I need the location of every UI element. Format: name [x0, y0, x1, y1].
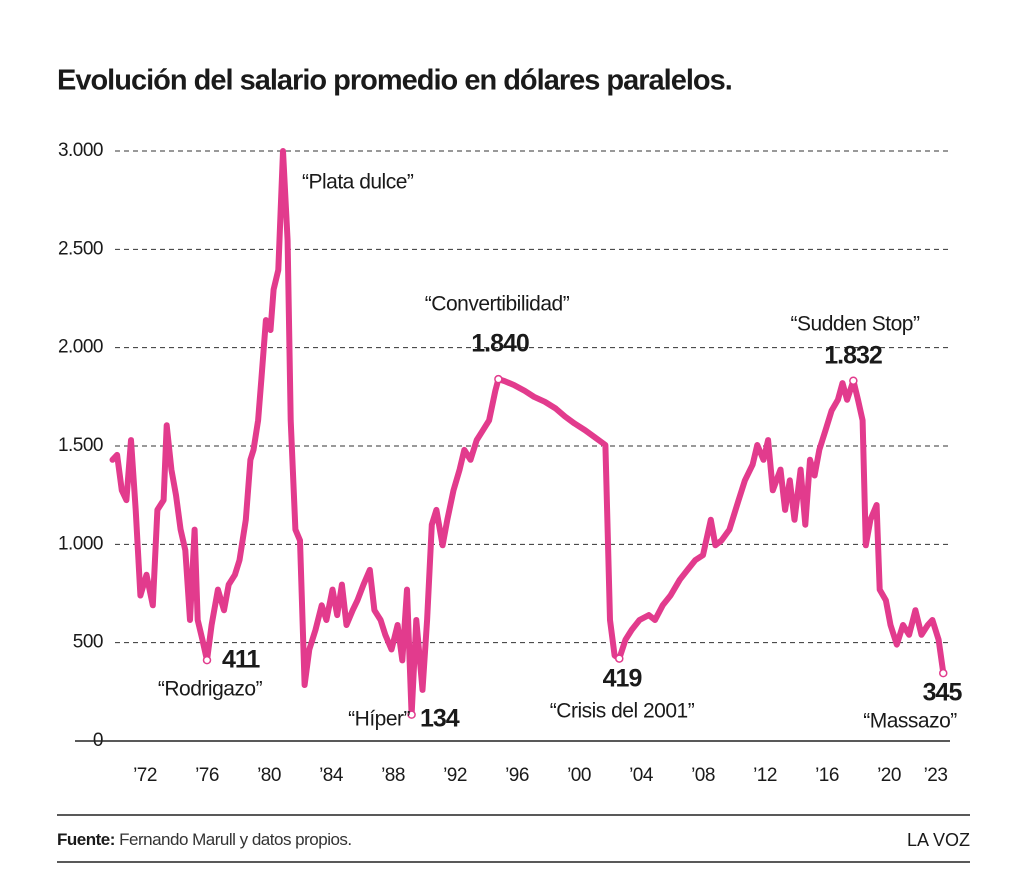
- x-tick-label: ’23: [924, 765, 948, 786]
- highlight-point: [615, 654, 624, 663]
- x-tick-label: ’76: [195, 765, 219, 786]
- x-tick-label: ’00: [567, 765, 591, 786]
- x-tick-label: ’88: [381, 765, 405, 786]
- y-tick-label: 1.500: [58, 435, 103, 456]
- highlight-value: 1.840: [471, 330, 529, 358]
- source: Fuente: Fernando Marull y datos propios.: [57, 830, 352, 849]
- annotation: “Híper”: [348, 708, 410, 731]
- x-tick-label: ’72: [133, 765, 157, 786]
- source-text: Fernando Marull y datos propios.: [119, 830, 352, 849]
- x-tick-label: ’92: [443, 765, 467, 786]
- highlight-value: 419: [603, 665, 642, 693]
- y-tick-label: 3.000: [58, 140, 103, 161]
- highlight-point: [849, 376, 858, 385]
- x-tick-label: ’84: [319, 765, 344, 786]
- highlight-value: 134: [420, 705, 460, 733]
- annotation: “Sudden Stop”: [791, 313, 920, 336]
- chart-title: Evolución del salario promedio en dólare…: [57, 65, 732, 97]
- annotation: “Crisis del 2001”: [550, 700, 695, 723]
- annotation: “Massazo”: [863, 710, 957, 733]
- highlight-point: [202, 655, 212, 665]
- x-tick-label: ’20: [877, 765, 901, 786]
- highlight-point: [939, 668, 948, 678]
- x-tick-label: ’80: [257, 765, 281, 786]
- highlight-value: 1.832: [824, 342, 882, 370]
- data-line: [109, 148, 947, 718]
- highlight-point: [494, 374, 503, 384]
- x-tick-label: ’16: [815, 765, 839, 786]
- x-tick-label: ’96: [505, 765, 529, 786]
- x-tick-label: ’12: [753, 765, 777, 786]
- annotation: “Rodrigazo”: [158, 678, 263, 701]
- highlight-point: [407, 710, 416, 719]
- annotation: “Convertibilidad”: [425, 293, 570, 316]
- x-tick-label: ’04: [629, 765, 654, 786]
- y-tick-label: 2.500: [58, 238, 103, 259]
- x-tick-label: ’08: [691, 765, 715, 786]
- y-tick-label: 1.000: [58, 533, 103, 554]
- brand: LA VOZ: [907, 830, 970, 850]
- annotation: “Plata dulce”: [302, 171, 414, 194]
- y-tick-label: 2.000: [58, 337, 103, 358]
- source-label: Fuente:: [57, 830, 115, 849]
- highlight-value: 411: [222, 646, 260, 674]
- y-tick-label: 500: [73, 632, 103, 653]
- highlight-value: 345: [923, 679, 963, 707]
